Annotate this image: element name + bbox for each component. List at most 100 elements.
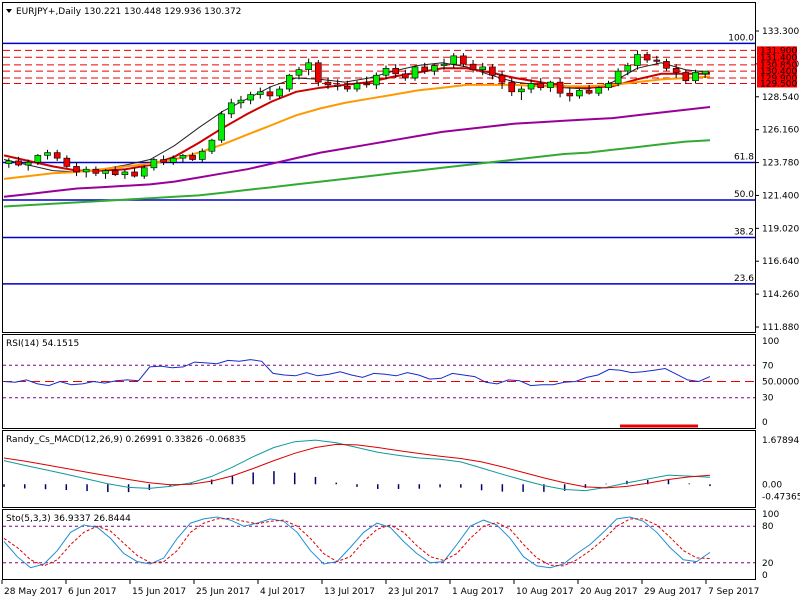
macd-panel: 1.67894 0.00 -0.47365 (3, 436, 800, 503)
candle (382, 65, 390, 80)
candle-body (624, 65, 632, 72)
candle (402, 69, 409, 81)
candle-body (672, 68, 680, 73)
candle (160, 155, 167, 166)
macd-signal-line (3, 443, 711, 489)
resistance-label-box (757, 53, 797, 62)
candle (266, 86, 274, 101)
sto-tick-label: 100 (762, 510, 779, 520)
candle (701, 70, 709, 78)
candle-body (140, 167, 148, 177)
candle-body (373, 74, 380, 86)
fib-level-label: 100.0 (728, 33, 754, 43)
price-tick-label: 121.400 (762, 191, 799, 201)
candle (15, 156, 22, 167)
sto-panel: 100 80 20 0 (3, 510, 779, 581)
candle-body (266, 91, 274, 97)
candle-body (431, 65, 438, 72)
time-tick-label: 28 May 2017 (4, 587, 63, 597)
candle-body (392, 68, 399, 75)
candle-body (53, 152, 61, 159)
candle-body (614, 70, 622, 84)
rsi-level-label: 50.0000 (762, 378, 799, 388)
candle-body (256, 91, 264, 95)
price-tick-label: 114.260 (762, 290, 799, 300)
time-tick-label: 20 Aug 2017 (580, 587, 638, 597)
moving-average-line (3, 62, 711, 173)
rsi-line (3, 359, 711, 387)
rsi-panel: 50.0000 100 70 30 0 (3, 337, 799, 428)
candle-body (24, 161, 32, 166)
candle (140, 165, 148, 179)
candle-body (527, 83, 535, 90)
candle-body (363, 83, 370, 86)
rsi-tick-label: 70 (762, 361, 774, 371)
candle-body (663, 61, 670, 69)
candle-body (518, 88, 525, 93)
candle-body (334, 84, 341, 87)
candle (315, 60, 322, 87)
candle-body (218, 113, 225, 141)
candle (624, 62, 632, 76)
candle (537, 77, 545, 91)
time-tick-label: 25 Jun 2017 (196, 587, 250, 597)
resistance-label-box (757, 46, 797, 55)
time-tick-label: 4 Jul 2017 (260, 587, 305, 597)
candle-body (5, 160, 13, 164)
candle-body (315, 62, 322, 83)
candle (585, 84, 593, 95)
price-tick-label: 123.780 (762, 159, 799, 169)
candle-body (537, 83, 545, 88)
candle-body (121, 171, 129, 176)
candle-body (547, 81, 554, 88)
candle (295, 66, 303, 80)
sto-tick-label: 0 (762, 571, 768, 581)
candle (53, 149, 61, 161)
rsi-tick-label: 30 (762, 394, 774, 404)
candle-body (411, 66, 419, 79)
candle-body (15, 160, 22, 166)
candle (82, 166, 90, 178)
candle-body (237, 99, 245, 104)
time-axis: 28 May 2017 6 Jun 2017 15 Jun 2017 25 Jun 2… (1, 580, 759, 597)
resistance-label: 131.900 (760, 46, 797, 56)
candle (672, 64, 680, 78)
candle-body (131, 171, 138, 177)
candle-body (701, 70, 709, 75)
price-tick-label: 126.160 (762, 126, 799, 136)
time-tick-label: 6 Jun 2017 (68, 587, 116, 597)
time-tick-label: 15 Jun 2017 (132, 587, 186, 597)
candle (286, 73, 293, 92)
price-tick-label: 133.300 (762, 27, 799, 37)
candle-body (682, 72, 690, 82)
candle-body (402, 73, 409, 79)
candle (692, 69, 699, 84)
main-header: EURJPY+,Daily 130.221 130.448 129.936 13… (16, 7, 241, 17)
moving-average-line (3, 106, 711, 198)
candle-body (566, 92, 574, 97)
candle (421, 62, 428, 74)
candle-body (605, 83, 612, 88)
sto-tick-label: 20 (762, 559, 774, 569)
candle-body (295, 69, 303, 76)
candle-body (382, 68, 390, 76)
candle-body (286, 74, 293, 90)
candle (208, 138, 216, 154)
candle (256, 87, 264, 99)
candle (460, 53, 467, 67)
macd-header: Randy_Cs_MACD(12,26,9) 0.26991 0.33826 -… (6, 435, 246, 445)
candle-body (179, 155, 187, 159)
price-tick-label: 116.640 (762, 257, 799, 267)
resistance-label-box (757, 60, 797, 69)
candle (373, 72, 380, 90)
candle-body (421, 66, 428, 72)
candle-body (489, 66, 496, 76)
candle (218, 111, 225, 143)
dropdown-triangle-icon[interactable] (6, 9, 12, 13)
candle-body (324, 81, 332, 86)
candle (189, 152, 196, 161)
candle (73, 162, 80, 177)
candle (324, 77, 332, 90)
candle (276, 86, 283, 99)
main-panel-frame (2, 2, 756, 333)
